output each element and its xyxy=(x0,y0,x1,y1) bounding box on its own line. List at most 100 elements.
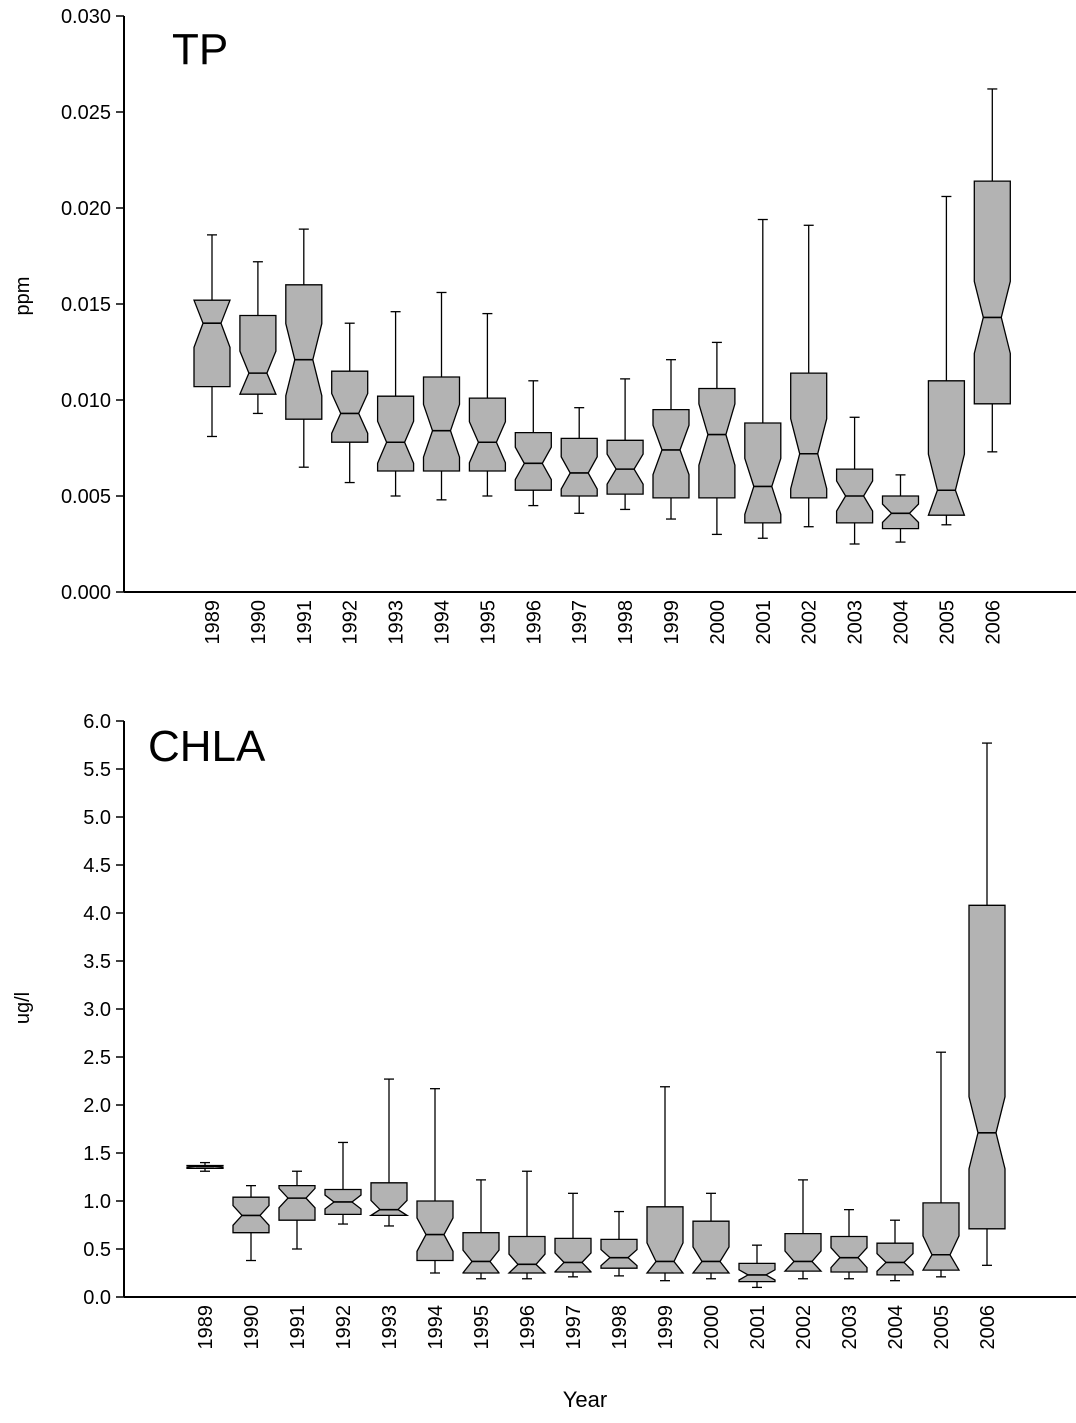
chla-panel-title: CHLA xyxy=(148,722,266,771)
chla-y-tick-label: 0.0 xyxy=(83,1287,111,1309)
chla-box-2002 xyxy=(783,1179,823,1280)
box-body xyxy=(652,408,690,499)
chla-y-tick-label: 3.0 xyxy=(83,999,111,1021)
chla-box-1992 xyxy=(324,1141,362,1225)
box-body xyxy=(698,387,736,499)
tp-y-tick-label: 0.000 xyxy=(61,582,111,604)
tp-box-2006 xyxy=(973,88,1011,453)
tp-x-tick-label: 1996 xyxy=(523,600,545,645)
chla-box-2001 xyxy=(738,1244,776,1289)
chla-box-1997 xyxy=(554,1192,592,1278)
chla-x-tick-label: 1997 xyxy=(563,1305,585,1350)
chla-x-tick-label: 2002 xyxy=(793,1305,815,1350)
tp-y-tick-label: 0.020 xyxy=(61,198,111,220)
tp-x-tick-label: 1991 xyxy=(294,600,316,645)
chla-x-tick-label: 1991 xyxy=(287,1305,309,1350)
box-body xyxy=(973,180,1011,405)
chla-y-tick-label: 1.5 xyxy=(83,1143,111,1165)
box-body xyxy=(285,284,323,420)
tp-box-1992 xyxy=(331,322,369,484)
tp-x-tick-label: 1995 xyxy=(477,600,499,645)
chla-box-1999 xyxy=(645,1086,685,1282)
chla-x-tick-label: 2004 xyxy=(885,1305,907,1350)
chla-x-tick-label: 2001 xyxy=(747,1305,769,1350)
tp-box-1995 xyxy=(468,312,507,497)
tp-box-1998 xyxy=(606,378,644,511)
box-body xyxy=(830,1235,868,1273)
box-body xyxy=(968,904,1006,1230)
tp-box-1989 xyxy=(193,234,231,438)
chla-x-tick-label: 1998 xyxy=(609,1305,631,1350)
box-body xyxy=(790,372,828,499)
box-body xyxy=(554,1237,592,1273)
tp-x-tick-label: 1994 xyxy=(432,600,454,645)
tp-y-tick-label: 0.005 xyxy=(61,486,111,508)
chla-y-tick-label: 1.0 xyxy=(83,1191,111,1213)
chla-x-tick-label: 2006 xyxy=(977,1305,999,1350)
tp-x-tick-label: 1992 xyxy=(340,600,362,645)
chla-x-tick-label: 1994 xyxy=(425,1305,447,1350)
box-body xyxy=(927,380,966,516)
box-body xyxy=(876,1242,914,1276)
tp-box-1993 xyxy=(376,311,415,497)
box-body xyxy=(507,1235,547,1274)
tp-box-2000 xyxy=(698,341,736,536)
tp-x-tick-label: 1990 xyxy=(248,600,270,645)
chla-y-tick-label: 4.0 xyxy=(83,903,111,925)
tp-box-1996 xyxy=(514,380,552,507)
tp-x-tick-label: 2002 xyxy=(799,600,821,645)
box-body xyxy=(331,370,369,443)
tp-x-tick-label: 2004 xyxy=(891,600,913,645)
box-body xyxy=(783,1232,823,1272)
tp-y-tick-label: 0.010 xyxy=(61,390,111,412)
chla-box-1993 xyxy=(368,1078,410,1227)
chla-box-1994 xyxy=(416,1088,454,1274)
chla-boxes xyxy=(186,742,1006,1289)
chla-x-tick-label: 1999 xyxy=(655,1305,677,1350)
tp-x-tick-label: 1999 xyxy=(661,600,683,645)
tp-x-tick-label: 1997 xyxy=(569,600,591,645)
chla-box-1990 xyxy=(232,1184,270,1262)
chla-y-tick-label: 5.0 xyxy=(83,807,111,829)
tp-box-2001 xyxy=(744,218,782,539)
chla-y-axis-label: ug/l xyxy=(12,992,34,1024)
box-body xyxy=(462,1232,500,1274)
tp-box-1991 xyxy=(285,228,323,468)
tp-box-1997 xyxy=(560,407,598,514)
tp-y-axis-label: ppm xyxy=(12,277,34,316)
tp-x-tick-label: 2000 xyxy=(707,600,729,645)
chla-x-tick-label: 1996 xyxy=(517,1305,539,1350)
tp-box-2002 xyxy=(790,224,828,528)
chla-box-2000 xyxy=(691,1192,731,1280)
box-body xyxy=(606,439,644,495)
box-body xyxy=(744,422,782,524)
tp-x-tick-label: 2005 xyxy=(936,600,958,645)
tp-x-tick-label: 1998 xyxy=(615,600,637,645)
chla-x-tick-label: 1990 xyxy=(241,1305,263,1350)
chla-box-1996 xyxy=(507,1170,547,1280)
chla-y-tick-label: 6.0 xyxy=(83,711,111,733)
chla-box-1998 xyxy=(600,1210,638,1277)
chla-x-tick-label: 1993 xyxy=(379,1305,401,1350)
tp-box-1999 xyxy=(652,359,690,520)
chla-y-tick-label: 0.5 xyxy=(83,1239,111,1261)
tp-y-tick-label: 0.015 xyxy=(61,294,111,316)
chla-panel: 0.00.51.01.52.02.53.03.54.04.55.05.56.0 … xyxy=(12,711,1076,1412)
box-body xyxy=(422,376,461,472)
chla-y-tick-label: 5.5 xyxy=(83,759,111,781)
chla-box-1989 xyxy=(186,1161,224,1172)
chla-box-2006 xyxy=(968,742,1006,1266)
box-body xyxy=(600,1238,638,1269)
chla-x-tick-label: 2000 xyxy=(701,1305,723,1350)
tp-box-2005 xyxy=(927,195,966,526)
tp-box-1994 xyxy=(422,291,461,501)
box-body xyxy=(921,1202,961,1271)
chla-y-tick-label: 2.0 xyxy=(83,1095,111,1117)
tp-x-tick-label: 1989 xyxy=(202,600,224,645)
chla-y-tick-label: 3.5 xyxy=(83,951,111,973)
box-body xyxy=(691,1220,731,1274)
box-body xyxy=(416,1200,454,1262)
chla-box-2005 xyxy=(921,1051,961,1278)
box-body xyxy=(881,495,920,530)
